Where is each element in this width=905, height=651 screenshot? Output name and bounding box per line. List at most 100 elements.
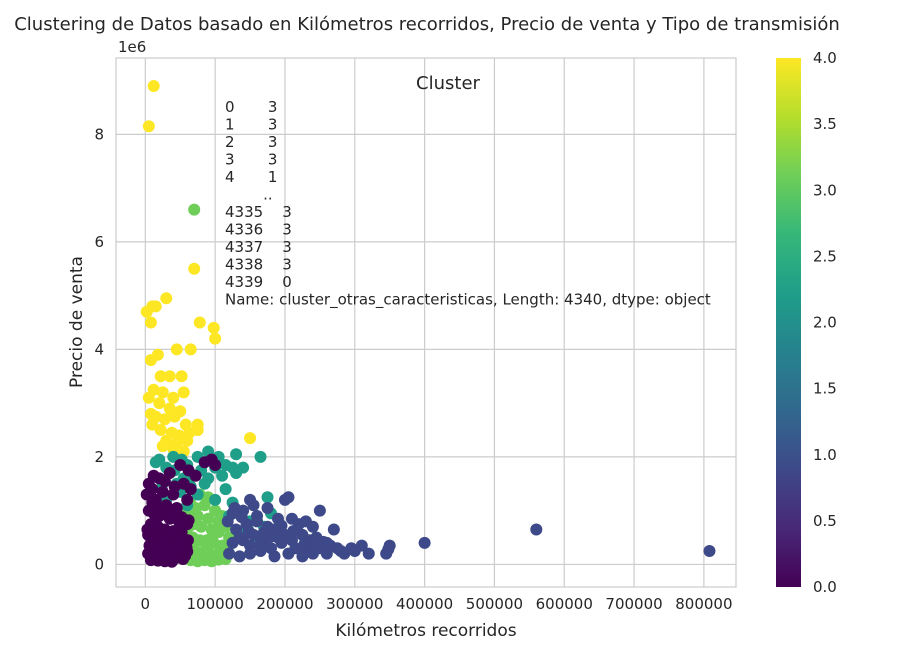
legend-line: 0 3 [225,98,277,116]
data-point-cluster-3 [195,520,208,533]
y-tick-label: 0 [94,555,104,573]
data-point-cluster-1 [285,534,298,547]
data-point-cluster-1 [327,523,340,536]
data-point-cluster-1 [313,504,326,517]
legend-line: 4336 3 [225,221,292,239]
data-point-cluster-1 [265,530,277,543]
data-point-cluster-4 [167,391,180,404]
chart-title: Clustering de Datos basado en Kilómetros… [14,14,840,35]
x-tick-label: 400000 [396,595,453,613]
data-point-cluster-1 [703,544,716,557]
x-tick-label: 500000 [466,595,523,613]
colorbar-tick-label: 2.0 [813,314,837,332]
data-point-cluster-1 [223,547,236,560]
data-point-cluster-2 [209,493,222,506]
data-point-cluster-3 [207,528,220,541]
data-point-cluster-1 [228,501,241,514]
data-point-cluster-4 [147,79,160,92]
y-axis-label: Precio de venta [67,256,87,388]
x-tick-label: 0 [141,595,151,613]
x-tick-label: 100000 [187,595,244,613]
data-point-cluster-1 [287,525,300,538]
y-tick-label: 4 [94,340,104,358]
y-tick-label: 6 [94,233,104,251]
data-point-cluster-1 [380,547,393,560]
legend-line: 4 1 [225,168,277,186]
data-point-cluster-1 [530,523,543,536]
data-point-cluster-1 [338,547,351,560]
y-axis-ticks: 0 2 4 6 8 [94,125,104,573]
data-point-cluster-2 [198,477,211,490]
legend-line: .. [225,186,273,204]
y-tick-label: 2 [94,448,104,466]
data-point-cluster-0 [158,475,171,488]
legend-line: Name: cluster_otras_caracteristicas, Len… [225,291,711,310]
data-point-cluster-2 [230,448,243,461]
colorbar-tick-label: 1.0 [813,446,837,464]
data-point-cluster-4 [154,424,167,437]
data-point-cluster-2 [216,469,229,482]
data-point-cluster-4 [209,332,222,345]
data-point-cluster-0 [182,514,195,527]
y-tick-label: 8 [94,125,104,143]
x-tick-label: 300000 [326,595,383,613]
y-offset-label: 1e6 [118,38,146,56]
legend-line: 4335 3 [225,203,292,221]
data-point-cluster-1 [221,515,234,528]
data-point-cluster-4 [168,410,181,423]
data-point-cluster-3 [202,512,215,525]
data-point-cluster-1 [242,525,255,538]
data-point-cluster-2 [230,467,243,480]
x-tick-label: 600000 [536,595,593,613]
data-point-cluster-1 [233,531,246,544]
colorbar-tick-label: 2.5 [813,247,837,265]
data-point-cluster-4 [160,292,173,305]
data-point-cluster-0 [189,469,202,482]
data-point-cluster-2 [261,491,274,504]
colorbar [776,58,801,587]
data-point-cluster-2 [149,456,162,469]
colorbar-tick-label: 4.0 [813,49,837,67]
data-point-cluster-1 [251,515,264,528]
data-point-cluster-0 [168,480,181,493]
colorbar-tick-label: 3.5 [813,115,837,133]
colorbar-tick-label: 0.0 [813,578,837,596]
data-point-cluster-4 [207,321,220,334]
points-layer [140,79,716,568]
data-point-cluster-4 [144,316,157,329]
legend-line: 4339 0 [225,273,292,291]
data-point-cluster-4 [163,370,176,383]
data-point-cluster-3 [198,499,211,512]
data-point-cluster-4 [149,300,162,313]
data-point-cluster-4 [153,397,166,410]
legend-line: 1 3 [225,116,277,134]
data-point-cluster-3 [200,542,213,555]
x-tick-label: 200000 [256,595,313,613]
data-point-cluster-2 [254,450,267,463]
data-point-cluster-4 [158,413,171,426]
data-point-cluster-0 [209,458,222,471]
data-point-cluster-1 [235,511,248,524]
data-point-cluster-0 [184,483,197,496]
data-point-cluster-4 [193,316,206,329]
data-point-cluster-1 [233,550,246,563]
data-point-cluster-4 [142,120,155,133]
data-point-cluster-4 [156,386,169,399]
data-point-cluster-1 [247,499,260,512]
data-point-cluster-1 [306,520,319,533]
colorbar-ticks: 0.0 0.5 1.0 1.5 2.0 2.5 3.0 3.5 4.0 [813,49,837,596]
data-point-cluster-3 [214,544,227,557]
data-point-cluster-4 [170,343,183,356]
data-point-cluster-0 [156,485,169,498]
data-point-cluster-1 [296,550,309,563]
data-point-cluster-1 [261,520,274,533]
x-axis-label: Kilómetros recorridos [335,621,516,641]
data-point-cluster-4 [184,343,197,356]
data-point-cluster-4 [154,370,167,383]
colorbar-tick-label: 1.5 [813,380,837,398]
data-point-cluster-1 [282,547,295,560]
data-point-cluster-4 [244,432,257,445]
legend-line: 4338 3 [225,256,292,274]
